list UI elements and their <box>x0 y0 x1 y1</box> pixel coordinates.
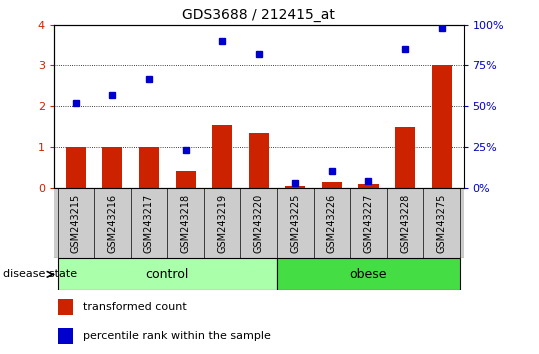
Text: GSM243226: GSM243226 <box>327 193 337 253</box>
Text: GSM243219: GSM243219 <box>217 193 227 253</box>
Bar <box>432 65 452 188</box>
Text: disease state: disease state <box>3 269 77 279</box>
Text: GSM243216: GSM243216 <box>107 193 118 253</box>
Bar <box>66 147 86 188</box>
Bar <box>322 182 342 188</box>
Text: percentile rank within the sample: percentile rank within the sample <box>82 331 271 341</box>
Text: control: control <box>146 268 189 281</box>
Text: GSM243228: GSM243228 <box>400 193 410 253</box>
Text: GSM243215: GSM243215 <box>71 193 81 253</box>
Bar <box>58 258 277 290</box>
Text: GSM243225: GSM243225 <box>291 193 300 253</box>
Bar <box>212 125 232 188</box>
Text: GSM243227: GSM243227 <box>363 193 374 253</box>
Text: obese: obese <box>350 268 387 281</box>
Text: transformed count: transformed count <box>82 302 186 313</box>
Text: GSM243218: GSM243218 <box>181 193 191 253</box>
Text: GSM243220: GSM243220 <box>254 193 264 253</box>
Bar <box>285 185 306 188</box>
Title: GDS3688 / 212415_at: GDS3688 / 212415_at <box>182 8 335 22</box>
Bar <box>139 147 159 188</box>
Bar <box>248 133 269 188</box>
Bar <box>58 328 73 344</box>
Text: GSM243217: GSM243217 <box>144 193 154 253</box>
Bar <box>58 299 73 315</box>
Bar <box>358 183 378 188</box>
Text: GSM243275: GSM243275 <box>437 193 447 253</box>
Bar <box>176 171 196 188</box>
Bar <box>395 127 415 188</box>
Bar <box>102 147 122 188</box>
Bar <box>277 258 460 290</box>
